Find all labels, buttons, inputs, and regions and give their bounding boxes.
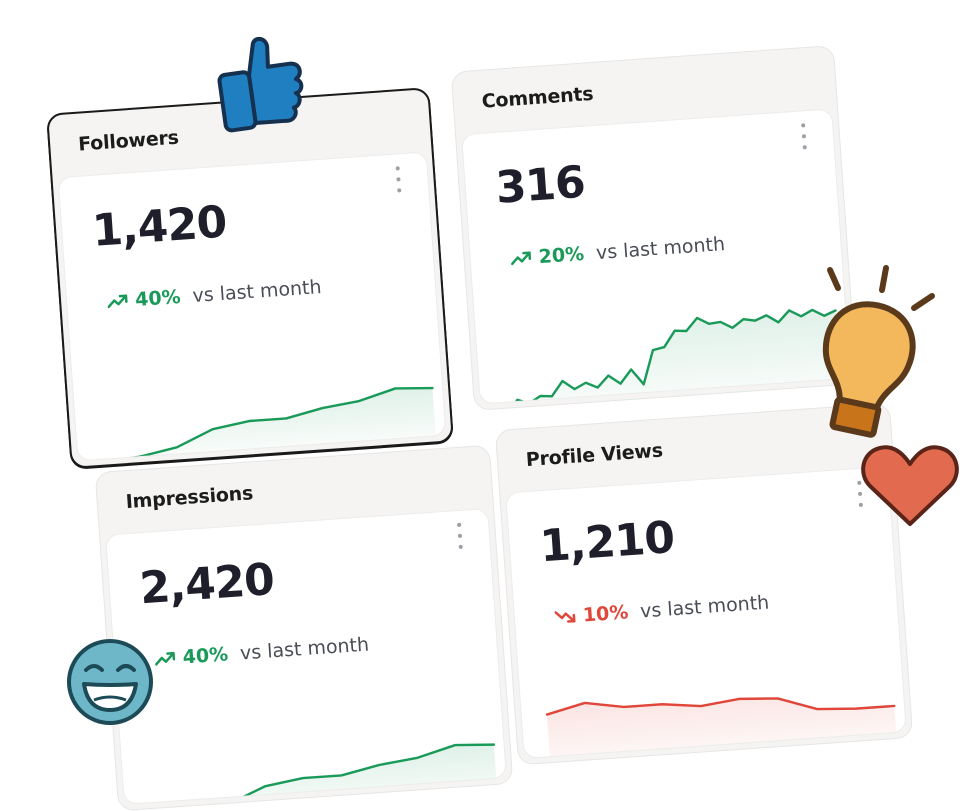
sparkline-chart — [150, 743, 499, 805]
card-title: Impressions — [125, 482, 254, 514]
laughing-face-icon — [67, 639, 153, 725]
sparkline-chart — [102, 386, 437, 462]
card-body: 2,420 40% vs last month — [105, 507, 507, 805]
trend-up-icon — [154, 651, 176, 666]
sparkline-area — [546, 698, 899, 759]
sparkline-area — [151, 744, 499, 805]
thumbs-up-icon — [217, 36, 304, 133]
sparkline-area — [506, 309, 843, 405]
metric-value: 2,420 — [138, 554, 276, 615]
profile-views-card[interactable]: Profile Views 1,210 10% vs last month — [494, 402, 914, 766]
more-options-icon[interactable] — [796, 123, 812, 150]
trend-up-icon — [107, 294, 128, 309]
sparkline-area — [103, 388, 437, 462]
card-body: 316 20% vs last month — [460, 108, 851, 405]
sparkline-chart — [505, 308, 843, 405]
metric-value: 1,210 — [538, 512, 676, 573]
trend-summary: 20% vs last month — [510, 233, 726, 270]
sparkline-chart — [545, 697, 899, 759]
trend-summary: 40% vs last month — [107, 276, 322, 313]
trend-summary: 40% vs last month — [154, 634, 370, 671]
trend-down-icon — [554, 611, 576, 623]
trend-summary: 10% vs last month — [554, 592, 770, 629]
card-title: Followers — [77, 126, 180, 156]
card-body: 1,210 10% vs last month — [505, 465, 907, 759]
impressions-card[interactable]: Impressions 2,420 40% vs last month — [94, 444, 514, 811]
trend-up-icon — [510, 251, 532, 266]
card-body: 1,420 40% vs last month — [57, 151, 447, 462]
more-options-icon[interactable] — [452, 522, 468, 550]
followers-card[interactable]: Followers 1,420 40% vs last month — [46, 87, 454, 469]
card-title: Comments — [481, 82, 595, 113]
metric-value: 316 — [494, 156, 587, 214]
sparkline-line — [505, 308, 837, 405]
sparkline-line — [545, 697, 896, 716]
heart-icon — [861, 445, 959, 526]
lightbulb-icon — [822, 265, 935, 438]
comments-card[interactable]: Comments 316 20% vs last month — [450, 45, 858, 411]
more-options-icon[interactable] — [391, 166, 407, 193]
card-title: Profile Views — [525, 439, 664, 472]
metric-value: 1,420 — [90, 196, 229, 257]
sparkline-line — [102, 386, 434, 462]
